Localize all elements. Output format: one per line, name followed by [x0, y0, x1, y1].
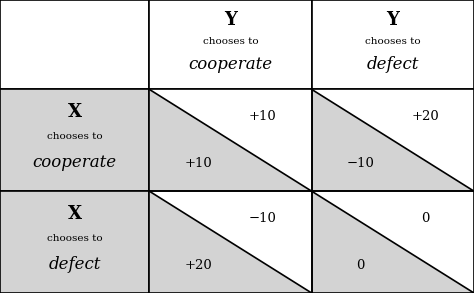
- Text: 0: 0: [421, 212, 429, 225]
- Text: 0: 0: [356, 259, 365, 272]
- Bar: [0, 89, 149, 191]
- Polygon shape: [311, 89, 474, 191]
- Bar: [149, 191, 311, 293]
- Polygon shape: [149, 191, 311, 293]
- Text: chooses to: chooses to: [365, 37, 420, 46]
- Bar: [311, 0, 474, 89]
- Text: +10: +10: [249, 110, 277, 123]
- Bar: [311, 89, 474, 191]
- Text: X: X: [68, 205, 82, 223]
- Text: −10: −10: [346, 157, 374, 170]
- Polygon shape: [311, 191, 474, 293]
- Text: −10: −10: [249, 212, 277, 225]
- Bar: [149, 0, 311, 89]
- Polygon shape: [149, 89, 311, 191]
- Text: cooperate: cooperate: [33, 154, 117, 171]
- Text: defect: defect: [367, 56, 419, 73]
- Polygon shape: [311, 191, 474, 293]
- Text: +20: +20: [184, 259, 212, 272]
- Polygon shape: [311, 89, 474, 191]
- Bar: [149, 89, 311, 191]
- Text: chooses to: chooses to: [203, 37, 258, 46]
- Text: +20: +20: [411, 110, 439, 123]
- Polygon shape: [149, 89, 311, 191]
- Text: Y: Y: [386, 11, 399, 29]
- Text: chooses to: chooses to: [47, 234, 102, 243]
- Bar: [0, 191, 149, 293]
- Bar: [311, 191, 474, 293]
- Text: +10: +10: [184, 157, 212, 170]
- Text: chooses to: chooses to: [47, 132, 102, 141]
- Polygon shape: [149, 191, 311, 293]
- Text: defect: defect: [48, 256, 101, 273]
- Text: X: X: [68, 103, 82, 121]
- Text: Y: Y: [224, 11, 237, 29]
- Text: cooperate: cooperate: [189, 56, 273, 73]
- Bar: [0, 0, 149, 89]
